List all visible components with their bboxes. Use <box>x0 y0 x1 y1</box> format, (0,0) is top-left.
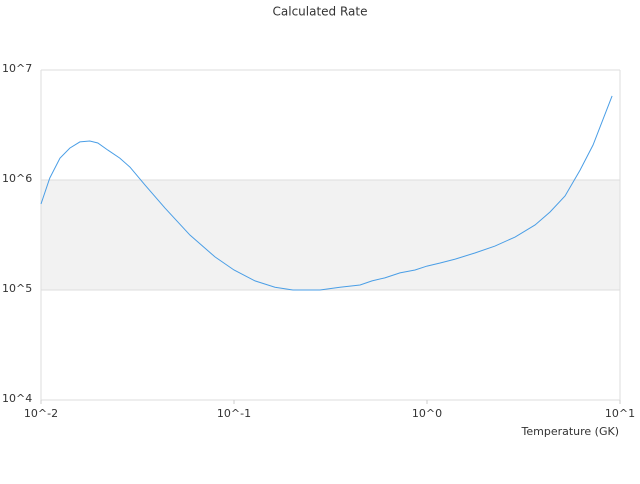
y-tick-label: 10^6 <box>2 172 32 185</box>
chart-title: Calculated Rate <box>273 5 368 19</box>
y-tick-label: 10^4 <box>2 392 32 405</box>
x-tick-label: 10^-1 <box>217 407 251 420</box>
x-tick-label: 10^-2 <box>24 407 58 420</box>
x-tick-label: 10^0 <box>412 407 442 420</box>
plot-band <box>41 180 620 290</box>
line <box>40 95 613 291</box>
y-tick-label: 10^5 <box>2 282 32 295</box>
y-tick-label: 10^7 <box>2 62 32 75</box>
x-tick-label: 10^1 <box>605 407 635 420</box>
x-axis-label: Temperature (GK) <box>521 425 620 438</box>
